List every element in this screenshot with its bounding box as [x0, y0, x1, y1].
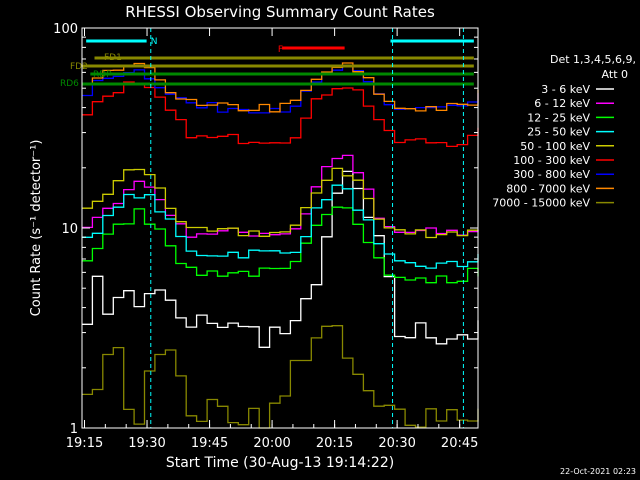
- y-tick-label-0: 1: [70, 422, 78, 437]
- legend-label-3: 25 - 50 keV: [527, 126, 590, 139]
- series-line-5: [82, 81, 479, 148]
- flag-label-2: FD1: [104, 53, 122, 63]
- legend-label-2: 12 - 25 keV: [527, 111, 590, 124]
- y-tick-label-2: 100: [53, 22, 78, 37]
- series-line-8: [82, 325, 479, 429]
- legend-label-7: 800 - 7000 keV: [506, 182, 590, 195]
- flag-label-3: FD2: [70, 62, 88, 72]
- series-line-2: [82, 206, 479, 284]
- x-tick-label-3: 20:00: [253, 436, 290, 451]
- x-tick-label-2: 19:45: [191, 436, 228, 451]
- x-tick-label-0: 19:15: [66, 436, 103, 451]
- flag-label-4: RDP: [93, 70, 112, 80]
- x-tick-label-5: 20:30: [378, 436, 415, 451]
- legend-label-5: 100 - 300 keV: [513, 154, 590, 167]
- legend-label-8: 7000 - 15000 keV: [492, 197, 590, 210]
- x-axis-label: Start Time (30-Aug-13 19:14:22): [166, 455, 394, 471]
- series-line-4: [82, 167, 478, 239]
- y-axis-label: Count Rate (s⁻¹ detector⁻¹): [29, 140, 44, 317]
- chart-title: RHESSI Observing Summary Count Rates: [125, 3, 435, 21]
- legend-label-6: 300 - 800 keV: [513, 168, 590, 181]
- legend-att: Att 0: [602, 68, 628, 81]
- x-tick-label-1: 19:30: [128, 436, 165, 451]
- flag-label-5: RD6: [60, 79, 79, 89]
- legend-title: Det 1,3,4,5,6,9,: [550, 53, 636, 66]
- legend-label-0: 3 - 6 keV: [541, 83, 590, 96]
- legend-label-4: 50 - 100 keV: [520, 140, 590, 153]
- series-line-3: [82, 184, 479, 269]
- legend-label-1: 6 - 12 keV: [534, 97, 590, 110]
- x-tick-label-6: 20:45: [441, 436, 478, 451]
- y-tick-label-1: 10: [61, 222, 78, 237]
- series-line-7: [82, 62, 479, 113]
- flag-label-0: N: [151, 37, 158, 47]
- plot-layer: N F FD1 FD2 RDP RD6 19:15 19:30 19:45 20:00 20:15 2…: [53, 22, 479, 451]
- flag-label-1: F: [278, 45, 283, 55]
- timestamp: 22-Oct-2021 02:23: [560, 467, 636, 476]
- x-tick-label-4: 20:15: [316, 436, 353, 451]
- series-line-0: [82, 170, 479, 348]
